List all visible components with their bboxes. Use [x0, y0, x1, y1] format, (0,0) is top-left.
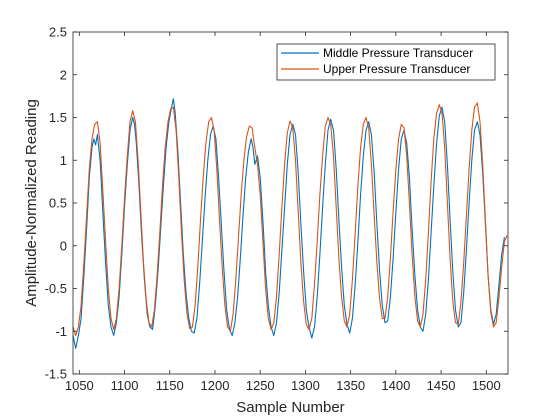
legend-box	[276, 43, 496, 81]
x-tick-label: 1200	[201, 378, 230, 393]
x-axis: 1050 1100 1150 1200 1250 1300 1350 1400 1450 1500	[65, 32, 501, 393]
x-tick-label: 1050	[65, 378, 94, 393]
y-tick-label: 1.5	[49, 110, 67, 125]
x-tick-label: 1150	[156, 378, 184, 393]
y-tick-label: -1.5	[45, 367, 67, 382]
series-line-upper-pressure-transducer	[72, 102, 508, 337]
legend-label-middle-pressure-transducer: Middle Pressure Transducer	[323, 46, 473, 60]
legend: Middle Pressure Transducer Upper Pressur…	[276, 43, 496, 81]
x-tick-label: 1400	[381, 378, 410, 393]
y-axis: -1.5 -1 -0.5 0 0.5 1 1.5 2 2.5	[45, 25, 508, 382]
x-tick-label: 1100	[111, 378, 139, 393]
y-tick-label: -1	[55, 324, 67, 339]
y-tick-label: 2.5	[49, 25, 67, 40]
legend-label-upper-pressure-transducer: Upper Pressure Transducer	[323, 62, 470, 76]
y-tick-label: -0.5	[45, 281, 67, 296]
y-tick-label: 2	[60, 67, 67, 82]
x-tick-label: 1300	[291, 378, 320, 393]
x-tick-label: 1350	[336, 378, 365, 393]
y-tick-label: 0	[60, 238, 67, 253]
x-tick-label: 1500	[472, 378, 501, 393]
x-axis-title: Sample Number	[236, 399, 344, 416]
x-tick-label: 1250	[246, 378, 275, 393]
y-axis-title: Amplitude-Normalized Reading	[23, 99, 40, 307]
y-tick-label: 1	[60, 153, 67, 168]
x-tick-label: 1450	[427, 378, 456, 393]
y-tick-label: 0.5	[49, 196, 67, 211]
